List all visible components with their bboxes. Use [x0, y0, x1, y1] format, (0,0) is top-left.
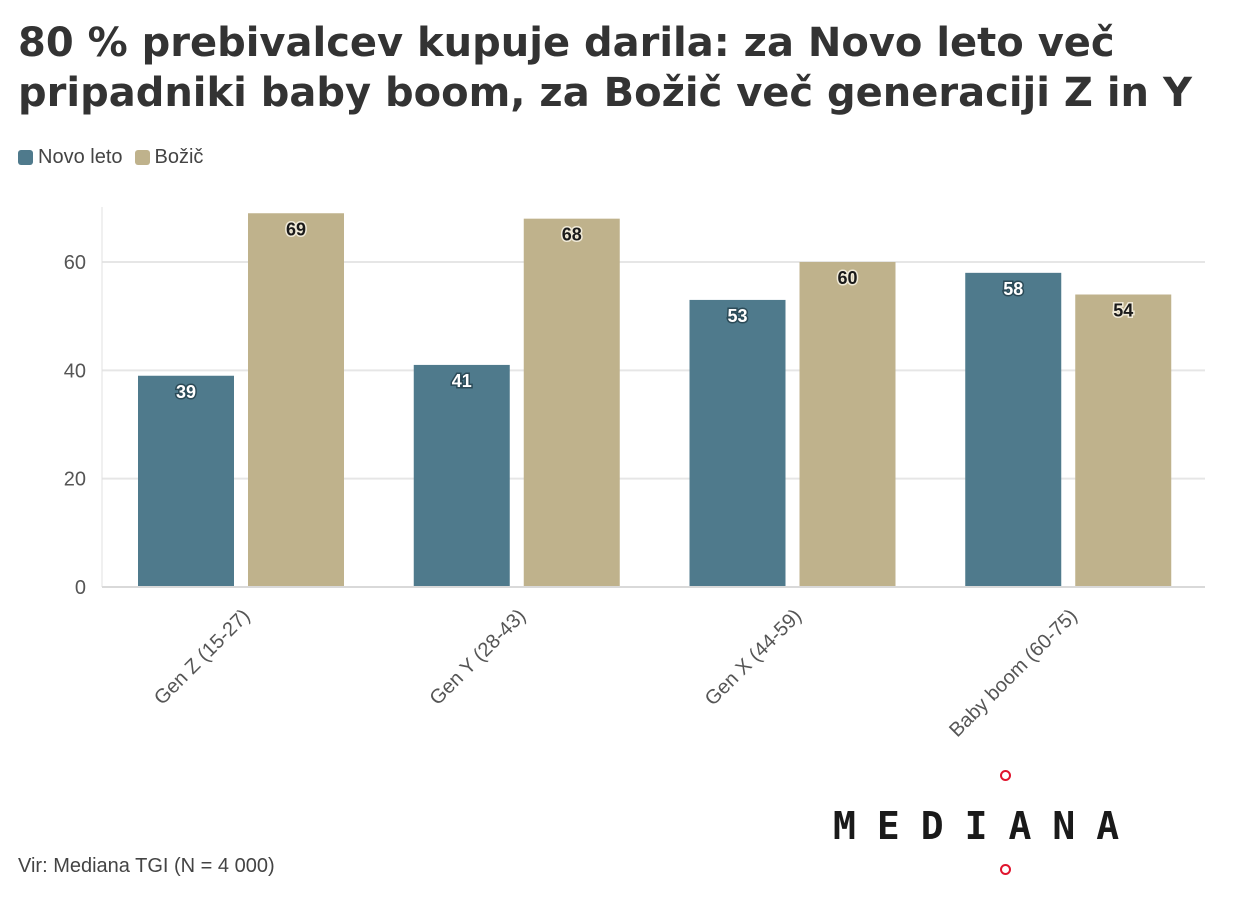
logo-dot-top: [1000, 770, 1011, 781]
mediana-logo: MEDIANA: [833, 770, 1178, 880]
bar-novo-leto: [965, 272, 1062, 587]
x-tick-label: Gen Z (15-27): [150, 605, 254, 709]
y-tick-label: 60: [64, 252, 86, 274]
logo-text: MEDIANA: [833, 804, 1141, 848]
bar-novo-leto: [138, 375, 234, 587]
x-tick-label: Baby boom (60-75): [945, 605, 1082, 742]
data-label: 39: [176, 382, 196, 402]
legend-item-bozic[interactable]: Božič: [134, 146, 204, 169]
data-label: 58: [1003, 279, 1023, 299]
data-label: 69: [286, 219, 306, 239]
legend-swatch-novo-leto: [18, 150, 33, 165]
legend: Novo leto Božič: [18, 146, 203, 169]
bar-bozic: [523, 218, 620, 587]
legend-label-bozic: Božič: [154, 146, 204, 168]
x-tick-label: Gen X (44-59): [701, 605, 806, 710]
logo-dot-bottom: [1000, 864, 1011, 875]
data-label: 53: [727, 306, 747, 326]
bar-bozic: [1075, 294, 1172, 587]
bar-novo-leto: [413, 364, 510, 587]
chart-title: 80 % prebivalcev kupuje darila: za Novo …: [18, 20, 1192, 116]
data-label: 54: [1113, 301, 1133, 321]
data-label: 68: [562, 225, 582, 245]
bar-chart: 0 20 40 60 39 69 Gen Z (15-27) 41 68 Gen Y (28-43…: [64, 207, 1205, 742]
source-note: Vir: Mediana TGI (N = 4 000): [18, 855, 275, 877]
data-label: 60: [837, 268, 857, 288]
x-tick-label: Gen Y (28-43): [426, 605, 531, 710]
bar-bozic: [799, 262, 896, 587]
y-tick-label: 20: [64, 469, 86, 491]
bar-bozic: [248, 213, 344, 587]
legend-label-novo-leto: Novo leto: [38, 146, 123, 168]
y-tick-label: 40: [64, 360, 86, 382]
data-label: 41: [452, 371, 472, 391]
legend-item-novo-leto[interactable]: Novo leto: [18, 146, 123, 169]
y-tick-label: 0: [75, 577, 86, 599]
bar-novo-leto: [689, 299, 786, 587]
legend-swatch-bozic: [134, 150, 150, 165]
